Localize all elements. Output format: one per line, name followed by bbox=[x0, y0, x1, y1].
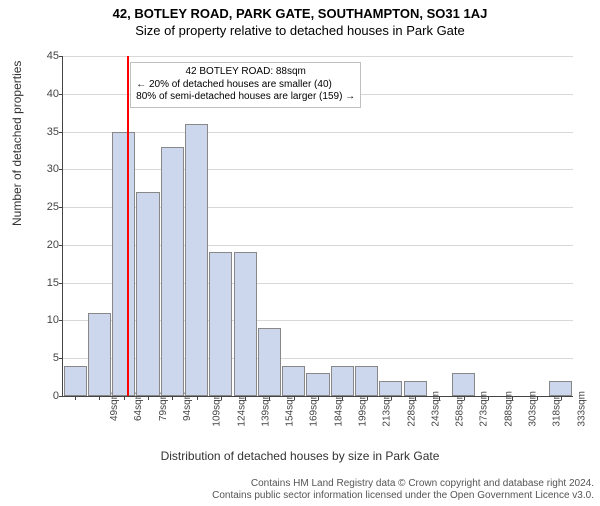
histogram-bar bbox=[282, 366, 305, 396]
annotation-line: 42 BOTLEY ROAD: 88sqm bbox=[136, 66, 355, 79]
ytick-label: 45 bbox=[35, 50, 59, 62]
histogram-bar bbox=[549, 381, 572, 396]
ytick-label: 30 bbox=[35, 163, 59, 175]
annotation-line: 80% of semi-detached houses are larger (… bbox=[136, 91, 355, 104]
histogram-bar bbox=[161, 147, 184, 396]
annotation-box: 42 BOTLEY ROAD: 88sqm← 20% of detached h… bbox=[130, 62, 361, 108]
histogram-bar bbox=[64, 366, 87, 396]
histogram-bar bbox=[209, 252, 232, 396]
page-subtitle: Size of property relative to detached ho… bbox=[0, 23, 600, 38]
histogram-bar bbox=[234, 252, 257, 396]
histogram-bar bbox=[88, 313, 111, 396]
histogram-bar bbox=[331, 366, 354, 396]
ytick-label: 35 bbox=[35, 126, 59, 138]
histogram-bar bbox=[452, 373, 475, 396]
footer-attribution: Contains HM Land Registry data © Crown c… bbox=[212, 478, 594, 502]
ytick-label: 10 bbox=[35, 314, 59, 326]
annotation-line: ← 20% of detached houses are smaller (40… bbox=[136, 79, 355, 92]
histogram-bar bbox=[379, 381, 402, 396]
histogram-bar bbox=[185, 124, 208, 396]
ytick-label: 0 bbox=[35, 390, 59, 402]
ytick-label: 40 bbox=[35, 88, 59, 100]
footer-line1: Contains HM Land Registry data © Crown c… bbox=[212, 478, 594, 490]
y-axis-label: Number of detached properties bbox=[10, 61, 24, 226]
histogram-bar bbox=[355, 366, 378, 396]
histogram-bar bbox=[306, 373, 329, 396]
histogram-bar bbox=[136, 192, 159, 396]
ytick-label: 15 bbox=[35, 277, 59, 289]
ytick-label: 5 bbox=[35, 352, 59, 364]
histogram-bar bbox=[112, 132, 135, 396]
marker-line bbox=[127, 56, 129, 396]
ytick-label: 20 bbox=[35, 239, 59, 251]
histogram-chart: 05101520253035404549sqm64sqm79sqm94sqm10… bbox=[62, 56, 573, 397]
xtick-label: 333sqm bbox=[576, 391, 587, 427]
x-axis-label: Distribution of detached houses by size … bbox=[0, 449, 600, 463]
histogram-bar bbox=[404, 381, 427, 396]
page-title: 42, BOTLEY ROAD, PARK GATE, SOUTHAMPTON,… bbox=[0, 6, 600, 21]
histogram-bar bbox=[258, 328, 281, 396]
ytick-label: 25 bbox=[35, 201, 59, 213]
footer-line2: Contains public sector information licen… bbox=[212, 490, 594, 502]
